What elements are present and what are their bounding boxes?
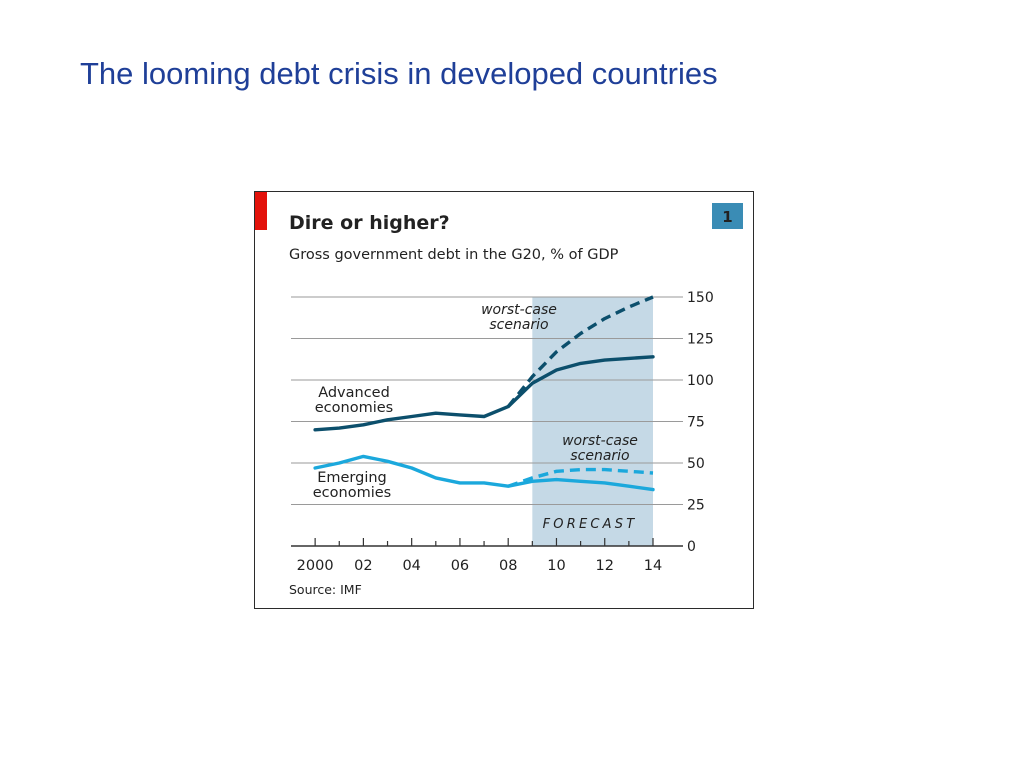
y-tick-label: 50 [687,456,705,472]
y-tick-label: 125 [687,332,714,348]
emerging-economies-label: Emerging [317,470,387,486]
emerging-worst-series-line [507,467,654,488]
advanced-economies-label: Advanced [318,385,390,401]
worst-case-emerging-label: scenario [570,448,629,464]
slide-title: The looming debt crisis in developed cou… [80,56,718,91]
emerging-series-line [313,454,655,492]
advanced-worst-series-line [506,295,654,408]
y-tick-label: 100 [687,373,714,389]
x-tick-label: 2000 [297,558,334,574]
red-accent-bar [255,192,267,230]
y-tick-label: 75 [687,415,705,431]
worst-case-advanced-label: scenario [489,317,548,333]
x-tick-label: 02 [354,558,372,574]
chart-number-badge [712,203,743,229]
x-tick-label: 06 [451,558,469,574]
worst-case-emerging-label: worst-case [562,433,638,449]
debt-line-chart: AdvancedeconomiesEmergingeconomiesworst-… [255,192,743,597]
y-tick-label: 25 [687,498,705,514]
source-note: Source: IMF [289,582,362,597]
y-tick-label: 0 [687,539,696,555]
chart-title: Dire or higher? [289,212,450,234]
emerging-economies-label: economies [313,485,391,501]
worst-case-advanced-label: worst-case [481,302,557,318]
x-tick-label: 04 [402,558,420,574]
x-tick-label: 14 [644,558,662,574]
chart-number-badge-text: 1 [722,208,732,226]
y-tick-label: 150 [687,290,714,306]
chart-subtitle: Gross government debt in the G20, % of G… [289,247,619,263]
forecast-label: FORECAST [543,517,638,532]
advanced-economies-label: economies [315,400,393,416]
x-tick-label: 12 [596,558,614,574]
chart-panel: Advanced economies Emerging economies worst-… [254,191,754,609]
advanced-series-line [313,355,655,432]
x-tick-label: 08 [499,558,517,574]
x-tick-label: 10 [547,558,565,574]
